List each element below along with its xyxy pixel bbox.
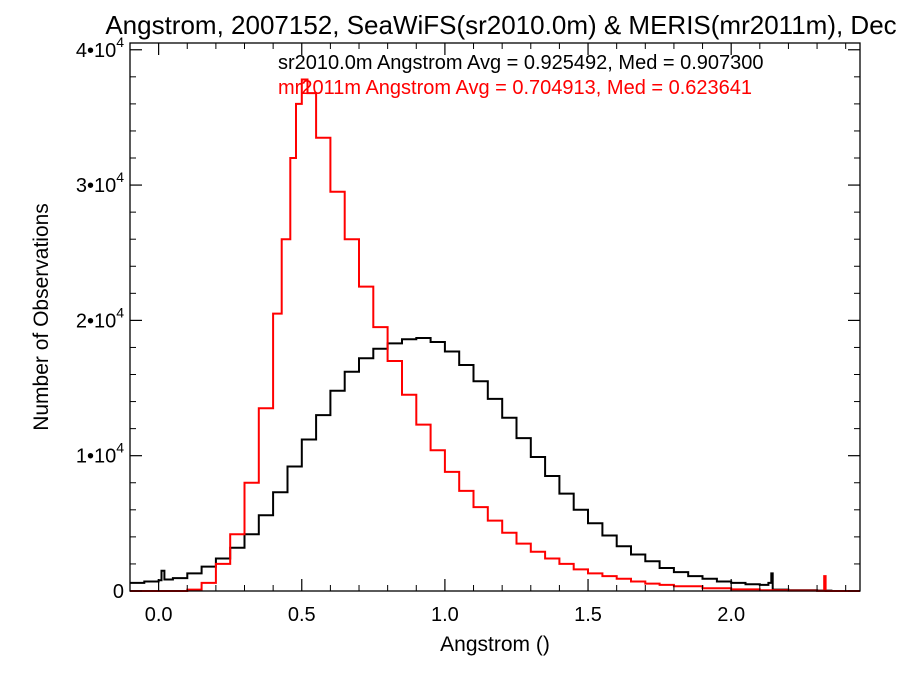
x-tick-label: 1.5 [574,604,602,626]
x-axis-ticks: 0.0 0.5 1.0 1.5 2.0 [129,43,847,626]
y-tick-label: 3•104 [76,169,124,197]
y-tick-base: 3•10 [76,175,116,197]
series-line-sr2010.0m [130,337,860,592]
x-tick-label: 2.0 [717,604,745,626]
x-axis-label: Angstrom () [440,633,550,656]
y-tick-base: 1•10 [76,446,116,468]
legend-entry-mr2011m: mr2011m Angstrom Avg = 0.704913, Med = 0… [278,77,752,99]
y-tick-label: 4•104 [76,34,124,62]
y-tick-exponent: 4 [116,169,124,185]
chart-title: Angstrom, 2007152, SeaWiFS(sr2010.0m) & … [105,10,896,40]
y-tick-exponent: 4 [116,304,124,320]
x-tick-label: 0.0 [145,604,173,626]
series-line-mr2011m [130,78,860,592]
y-axis-label: Number of Observations [30,203,53,431]
y-tick-base: 4•10 [76,40,116,62]
y-tick-base: 0 [113,581,124,603]
y-tick-label: 0 [113,581,124,603]
legend: sr2010.0m Angstrom Avg = 0.925492, Med =… [278,52,764,99]
plot-frame [129,42,861,592]
y-tick-label: 2•104 [76,304,124,332]
y-tick-base: 2•10 [76,310,116,332]
legend-entry-sr2010.0m: sr2010.0m Angstrom Avg = 0.925492, Med =… [278,52,764,74]
y-tick-exponent: 4 [116,440,124,456]
y-tick-exponent: 4 [116,34,124,50]
y-tick-label: 1•104 [76,440,124,468]
x-tick-label: 0.5 [288,604,316,626]
x-tick-label: 1.0 [431,604,459,626]
histogram-curves [130,78,860,592]
